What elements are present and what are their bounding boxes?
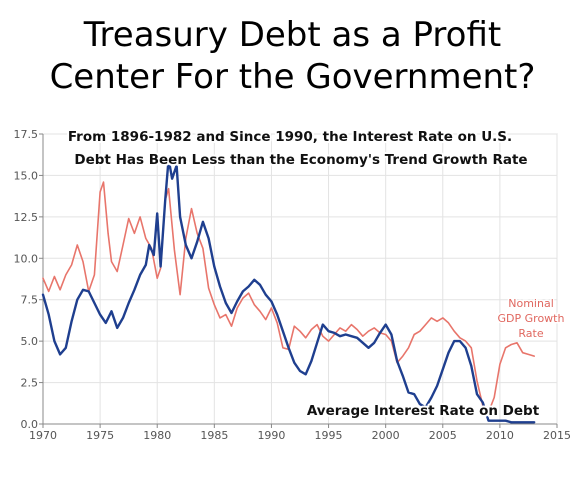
y-tick-label: 17.5 — [14, 128, 39, 141]
y-tick-label: 15.0 — [14, 169, 39, 182]
x-tick-label: 1990 — [257, 429, 285, 442]
grid — [42, 133, 558, 425]
interest-rate-series-label: Average Interest Rate on Debt — [307, 403, 540, 419]
axes: 0.0 2.5 5.0 7.5 10.0 12.5 15.0 17.5 1970 1975 1980… — [14, 128, 572, 442]
chart-title-line-1: From 1896-1982 and Since 1990, the Inter… — [68, 129, 512, 145]
x-tick-label: 1995 — [315, 429, 343, 442]
x-tick-label: 1980 — [143, 429, 171, 442]
interest-rate-series-line — [41, 157, 536, 424]
chart-labels: From 1896-1982 and Since 1990, the Inter… — [66, 127, 566, 421]
x-tick-label: 2005 — [429, 429, 457, 442]
x-tick-label: 2000 — [372, 429, 400, 442]
x-tick-label: 1970 — [29, 429, 57, 442]
x-tick-label: 1975 — [86, 429, 114, 442]
rates-line-chart: 0.0 2.5 5.0 7.5 10.0 12.5 15.0 17.5 1970 1975 1980… — [14, 127, 572, 442]
slide-title: Treasury Debt as a Profit Center For the… — [0, 14, 585, 98]
series-lines — [41, 157, 536, 424]
y-tick-label: 2.5 — [21, 377, 39, 390]
y-tick-label: 5.0 — [21, 335, 39, 348]
x-tick-label: 2015 — [543, 429, 571, 442]
gdp-series-label-line-1: Nominal — [508, 297, 554, 310]
x-tick-label: 1985 — [200, 429, 228, 442]
x-tick-label: 2010 — [486, 429, 514, 442]
y-tick-label: 10.0 — [14, 252, 39, 265]
slide-title-line-1: Treasury Debt as a Profit — [83, 15, 502, 55]
y-tick-label: 12.5 — [14, 211, 39, 224]
gdp-growth-series-line — [42, 181, 536, 414]
gdp-series-label-line-2: GDP Growth — [498, 312, 565, 325]
y-tick-label: 0.0 — [21, 418, 39, 431]
plot-frame — [42, 133, 558, 425]
y-tick-label: 7.5 — [21, 294, 39, 307]
gdp-series-label-line-3: Rate — [518, 327, 543, 340]
slide-title-line-2: Center For the Government? — [49, 57, 536, 97]
chart-title-line-2: Debt Has Been Less than the Economy's Tr… — [74, 152, 527, 168]
